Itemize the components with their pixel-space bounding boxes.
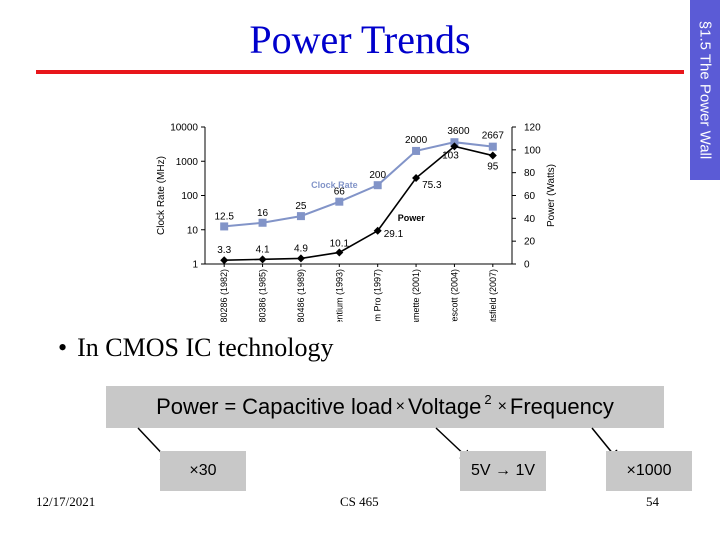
right-tick-label: 0 [524, 260, 530, 271]
factor-voltage: 5V → 1V [460, 451, 546, 491]
clock-rate-point [450, 138, 459, 147]
power-data-label: 10.1 [330, 238, 350, 249]
formula-voltage: Voltage [407, 394, 482, 419]
footer-date: 12/17/2021 [36, 494, 96, 509]
right-tick-label: 100 [524, 145, 541, 156]
right-tick-label: 60 [524, 191, 536, 202]
right-tick-label: 120 [524, 123, 541, 134]
power-data-label: 103 [442, 150, 459, 161]
left-tick-label: 10000 [170, 123, 198, 134]
formula-times-2: × [497, 398, 507, 415]
bullet-item: • In CMOS IC technology [58, 333, 334, 363]
bullet-text: In CMOS IC technology [77, 333, 334, 362]
clock-rate-data-label: 25 [295, 201, 307, 212]
x-tick-label: Pentium (1993) [334, 269, 344, 322]
x-tick-label: Core 2 Kentsfield (2007) [488, 269, 498, 322]
clock-rate-point [296, 212, 305, 221]
left-tick-label: 1000 [176, 157, 199, 168]
clock-rate-data-label: 2000 [405, 135, 428, 146]
footer-page-number: 54 [646, 494, 659, 509]
clock-rate-point [220, 222, 229, 231]
left-tick-label: 100 [181, 191, 198, 202]
power-point [335, 248, 344, 257]
power-data-label: 4.1 [256, 244, 270, 255]
power-data-label: 4.9 [294, 243, 308, 254]
clock-rate-point [488, 142, 497, 151]
power-formula: Power = Capacitive load × Voltage 2 × Fr… [106, 386, 664, 428]
factor-capacitance: ×30 [160, 451, 246, 491]
power-point [220, 256, 229, 265]
power-line [224, 145, 493, 262]
power-data-label: 75.3 [422, 180, 442, 191]
title-underline [36, 70, 684, 74]
formula-equals: = [224, 395, 237, 418]
clock-rate-point [412, 146, 421, 155]
right-tick-label: 20 [524, 237, 536, 248]
clock-rate-data-label: 3600 [447, 126, 470, 137]
power-trends-chart: 1 10 100 1000 10000 0 20 40 60 80 100 120 Clock Rate… [156, 123, 557, 323]
left-tick-label: 1 [192, 260, 198, 271]
power-series-label: Power [398, 213, 426, 223]
x-tick-label: 80286 (1982) [219, 269, 229, 322]
slide-title: Power Trends [249, 17, 471, 62]
formula-frequency: Frequency [509, 394, 614, 419]
x-tick-label: Pentium 4 Prescott (2004) [449, 269, 459, 322]
left-axis-title: Clock Rate (MHz) [156, 156, 167, 235]
power-point [488, 151, 497, 160]
formula-power: Power [156, 394, 219, 419]
factor-frequency: ×1000 [606, 451, 692, 491]
right-tick-label: 40 [524, 214, 536, 225]
clock-rate-point [335, 197, 344, 206]
x-tick-label: 80386 (1985) [258, 269, 268, 322]
x-tick-label: 80486 (1989) [296, 269, 306, 322]
formula-capacitive-load: Capacitive load [242, 394, 393, 419]
bullet-marker: • [58, 333, 68, 362]
power-point [450, 142, 459, 151]
formula-exponent: 2 [484, 391, 492, 407]
formula-times-1: × [395, 398, 405, 415]
clock-rate-data-label: 16 [257, 208, 269, 219]
clock-rate-data-label: 66 [334, 187, 346, 198]
clock-rate-series-label: Clock Rate [311, 180, 358, 190]
clock-rate-data-label: 2667 [482, 131, 505, 142]
footer-course: CS 465 [340, 494, 379, 509]
clock-rate-point [373, 181, 382, 190]
clock-rate-data-label: 200 [369, 170, 386, 181]
power-data-label: 95 [487, 162, 499, 173]
section-tab: §1.5 The Power Wall [690, 0, 720, 180]
right-axis-title: Power (Watts) [546, 164, 557, 227]
clock-rate-point [258, 218, 267, 227]
right-tick-label: 80 [524, 168, 536, 179]
left-tick-label: 10 [187, 225, 199, 236]
clock-rate-data-label: 12.5 [214, 211, 234, 222]
power-data-label: 29.1 [384, 229, 404, 240]
x-tick-label: Pentium 4 Willamette (2001) [411, 269, 421, 322]
x-tick-label: Pentium Pro (1997) [373, 269, 383, 322]
clock-rate-line [224, 141, 493, 228]
power-point [373, 226, 382, 235]
power-point [412, 174, 421, 183]
power-data-label: 3.3 [217, 245, 231, 256]
